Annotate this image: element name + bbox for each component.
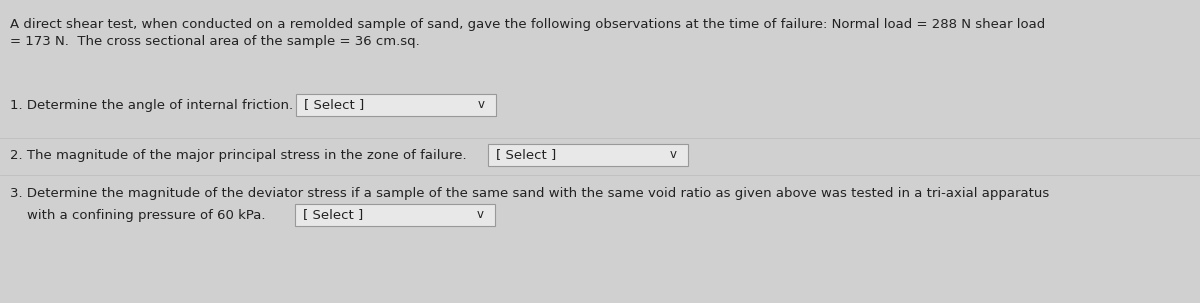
Text: A direct shear test, when conducted on a remolded sample of sand, gave the follo: A direct shear test, when conducted on a…	[10, 18, 1045, 31]
Text: 1. Determine the angle of internal friction.: 1. Determine the angle of internal frict…	[10, 98, 293, 112]
Text: 2. The magnitude of the major principal stress in the zone of failure.: 2. The magnitude of the major principal …	[10, 148, 467, 161]
FancyBboxPatch shape	[296, 94, 496, 116]
Text: = 173 N.  The cross sectional area of the sample = 36 cm.sq.: = 173 N. The cross sectional area of the…	[10, 35, 420, 48]
Text: v: v	[478, 208, 484, 221]
FancyBboxPatch shape	[488, 144, 688, 166]
Text: v: v	[670, 148, 677, 161]
Text: [ Select ]: [ Select ]	[304, 98, 365, 112]
FancyBboxPatch shape	[295, 204, 496, 226]
Text: [ Select ]: [ Select ]	[496, 148, 557, 161]
Text: v: v	[478, 98, 485, 112]
Text: with a confining pressure of 60 kPa.: with a confining pressure of 60 kPa.	[10, 208, 265, 221]
Text: 3. Determine the magnitude of the deviator stress if a sample of the same sand w: 3. Determine the magnitude of the deviat…	[10, 187, 1049, 199]
Text: [ Select ]: [ Select ]	[302, 208, 364, 221]
